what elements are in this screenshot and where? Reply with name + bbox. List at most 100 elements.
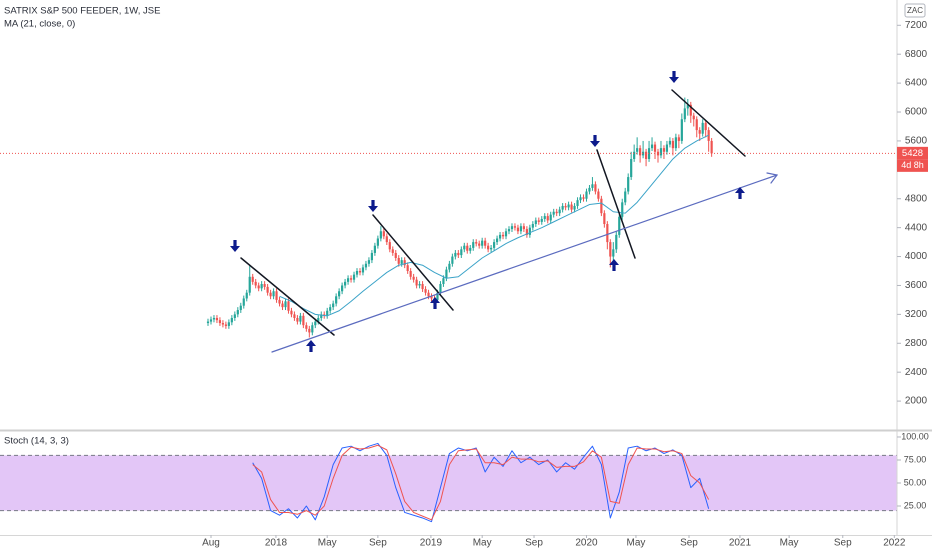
candle-body bbox=[650, 144, 654, 149]
candle-body bbox=[528, 227, 531, 235]
candle-body bbox=[585, 191, 588, 199]
candle-body bbox=[236, 310, 239, 315]
candle-body bbox=[343, 281, 347, 286]
y-tick-label: 6400 bbox=[905, 78, 928, 89]
candle-body bbox=[397, 258, 400, 264]
trend-line bbox=[671, 89, 746, 157]
ma-label: MA (21, close, 0) bbox=[4, 19, 75, 30]
candle-body bbox=[442, 278, 445, 285]
candle-body bbox=[251, 276, 254, 282]
stoch-band-layer bbox=[0, 454, 897, 512]
candle-body bbox=[227, 322, 230, 326]
candle-body bbox=[591, 184, 594, 188]
candle-body bbox=[239, 305, 242, 311]
candle-body bbox=[475, 242, 478, 244]
candle-body bbox=[263, 284, 266, 287]
y-tick-label: 4800 bbox=[905, 193, 928, 204]
candle-body bbox=[382, 231, 385, 237]
y-tick-label: 4000 bbox=[905, 251, 928, 262]
candle-body bbox=[507, 229, 511, 232]
candle-body bbox=[233, 314, 236, 318]
candle-body bbox=[254, 281, 257, 286]
candle-body bbox=[490, 247, 493, 250]
y-tick-label: 2000 bbox=[905, 396, 928, 407]
stoch-line bbox=[252, 442, 710, 523]
candle-body bbox=[400, 260, 403, 264]
candle-body bbox=[662, 148, 666, 152]
candle-body bbox=[513, 226, 517, 228]
candle-body bbox=[680, 119, 683, 141]
candle-body bbox=[311, 325, 314, 333]
candle-body bbox=[487, 245, 490, 250]
candle-body bbox=[421, 284, 424, 290]
price-axis-bg bbox=[897, 0, 932, 550]
candle-body bbox=[525, 229, 528, 235]
x-tick-label: Sep bbox=[525, 538, 543, 549]
currency-box[interactable] bbox=[904, 3, 926, 18]
candle-body bbox=[376, 238, 379, 246]
candle-body bbox=[269, 292, 272, 297]
candle-body bbox=[671, 140, 674, 149]
candle-body bbox=[430, 296, 433, 299]
candle-body bbox=[373, 245, 376, 253]
candle-body bbox=[463, 245, 466, 250]
candle-body bbox=[296, 317, 299, 322]
ma-line bbox=[279, 134, 709, 317]
candle-body bbox=[588, 187, 591, 192]
stoch-tick-label: 100.00 bbox=[901, 431, 929, 441]
candle-body bbox=[406, 265, 409, 272]
y-tick-label: 3200 bbox=[905, 309, 928, 320]
candle-body bbox=[388, 242, 391, 250]
candle-body bbox=[597, 191, 600, 199]
x-tick-label: Sep bbox=[834, 538, 852, 549]
candle-body bbox=[257, 285, 260, 289]
candle-body bbox=[293, 314, 296, 318]
axis-layer: 2000 2400 2800 3200 3600 4000 4400 4800 5600 6000… bbox=[202, 20, 929, 549]
candle-body bbox=[641, 151, 645, 156]
x-tick-label: May bbox=[318, 538, 337, 549]
candle-body bbox=[570, 204, 573, 210]
down-arrow bbox=[368, 200, 378, 212]
candle-body bbox=[403, 260, 406, 266]
candle-body bbox=[692, 115, 695, 120]
countdown-box bbox=[897, 159, 928, 172]
candle-body bbox=[451, 256, 454, 264]
candle-body bbox=[594, 184, 597, 192]
candle-body bbox=[665, 144, 669, 152]
candle-body bbox=[618, 216, 621, 235]
up-arrow bbox=[430, 297, 440, 309]
candle-body bbox=[370, 252, 374, 261]
candle-body bbox=[668, 140, 672, 145]
down-arrow bbox=[230, 240, 240, 252]
candle-body bbox=[248, 276, 251, 293]
candle-body bbox=[695, 119, 698, 131]
candle-body bbox=[242, 298, 245, 306]
candle-body bbox=[445, 269, 448, 279]
candle-body bbox=[531, 224, 534, 228]
candle-body bbox=[710, 140, 713, 154]
y-tick-label: 6800 bbox=[905, 49, 928, 60]
candle-body bbox=[439, 284, 442, 293]
candle-body bbox=[609, 242, 612, 257]
candle-body bbox=[647, 148, 651, 159]
stoch-tick-label: 25.00 bbox=[904, 500, 927, 510]
candle-body bbox=[698, 130, 701, 134]
candle-body bbox=[603, 213, 606, 225]
candle-body bbox=[606, 224, 609, 243]
candle-body bbox=[701, 122, 704, 134]
x-tick-label: May bbox=[473, 538, 492, 549]
candle-body bbox=[549, 214, 552, 221]
x-tick-label: 2021 bbox=[729, 538, 752, 549]
support-arrow-line bbox=[271, 174, 778, 353]
candle-body bbox=[409, 271, 412, 277]
down-arrow bbox=[669, 71, 679, 83]
candle-body bbox=[358, 271, 362, 273]
candle-body bbox=[275, 291, 278, 300]
candle-body bbox=[299, 315, 302, 322]
currency[interactable]: ZAC bbox=[907, 6, 923, 15]
candle-body bbox=[546, 216, 549, 221]
y-tick-label: 5600 bbox=[905, 136, 928, 147]
candle-body bbox=[335, 296, 338, 304]
candle-body bbox=[367, 260, 371, 264]
